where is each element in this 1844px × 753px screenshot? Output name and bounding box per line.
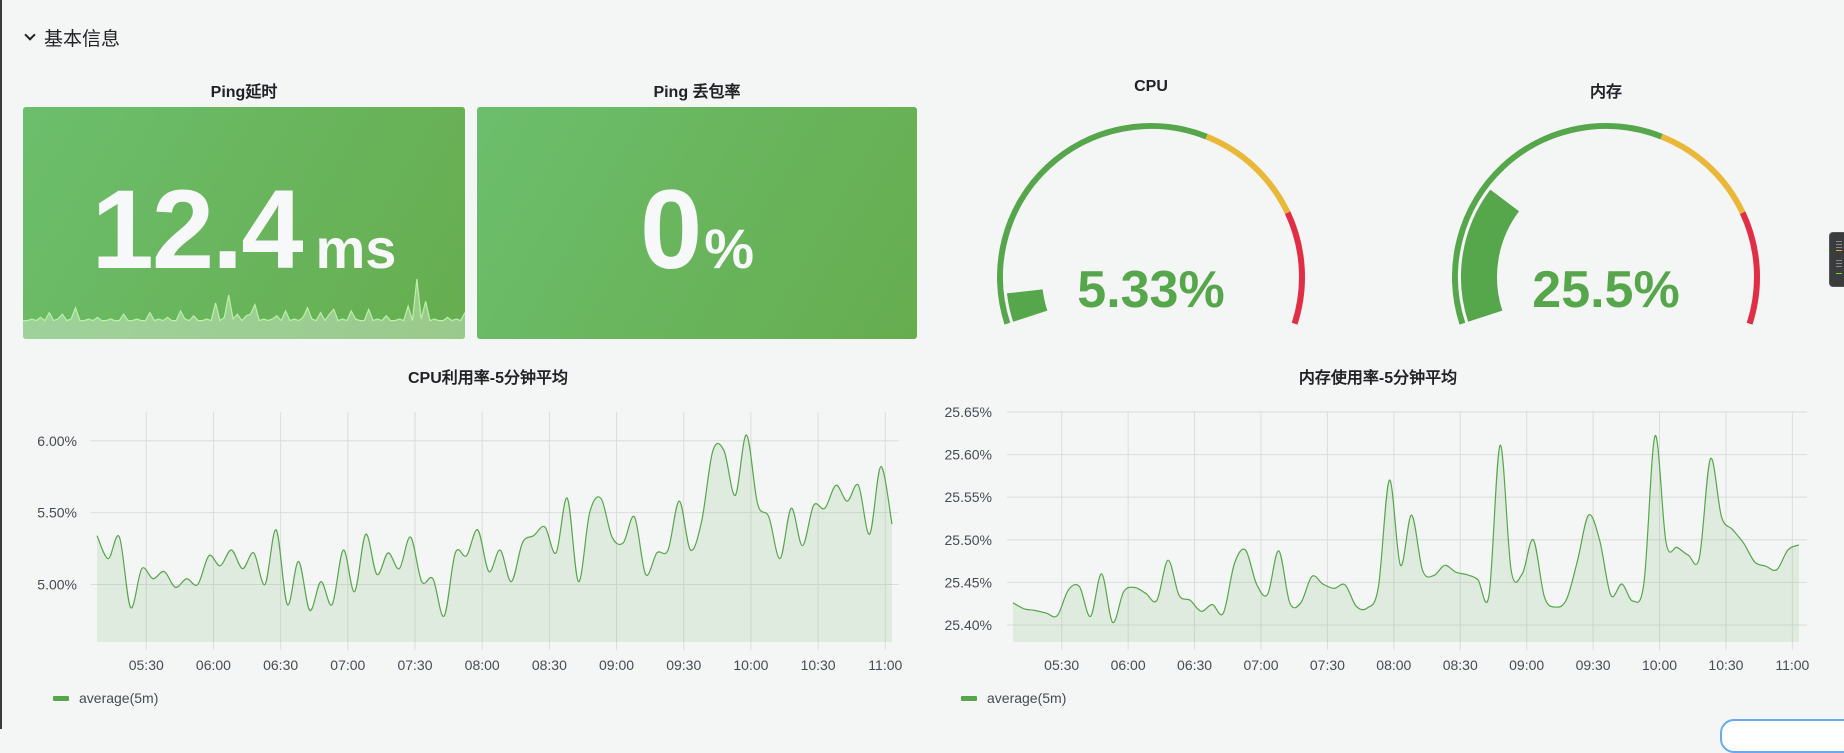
series-area — [97, 434, 892, 642]
x-tick-label: 07:30 — [397, 657, 432, 673]
gauge-threshold-band — [1284, 211, 1305, 325]
legend-item-cpu-average[interactable]: average(5m) — [53, 690, 158, 706]
value-number: 0 — [639, 167, 702, 292]
gauge-threshold-band — [1205, 133, 1291, 214]
timeseries-layer: 5.00% 5.50% 6.00% 05:30 06:00 06:30 07:00 07:30… — [37, 404, 1809, 673]
gauge-value-bar — [1461, 189, 1520, 322]
x-tick-label: 10:00 — [733, 657, 768, 673]
gauge-threshold-band — [997, 123, 1208, 325]
x-tick-label: 08:00 — [465, 657, 500, 673]
gauge-threshold-band — [1660, 133, 1746, 214]
memory-gauge-value: 25.5% — [1532, 261, 1680, 319]
row-toggle-basic-info[interactable]: 基本信息 — [24, 24, 121, 51]
stat-panel-ping-latency[interactable]: 12.4 ms — [23, 107, 465, 339]
y-tick-label: 6.00% — [37, 433, 77, 449]
x-tick-label: 10:00 — [1642, 657, 1677, 673]
value-unit: ms — [315, 217, 397, 280]
series-area — [1013, 435, 1799, 642]
ping-latency-value: 12.4 ms — [23, 165, 465, 294]
x-tick-label: 06:30 — [263, 657, 298, 673]
panel-title-memory: 内存 — [1589, 84, 1623, 101]
floating-button[interactable] — [1720, 719, 1844, 753]
legend-item-memory-average[interactable]: average(5m) — [961, 690, 1066, 706]
x-tick-label: 09:00 — [1509, 657, 1544, 673]
panel-title-memory-usage: 内存使用率-5分钟平均 — [1298, 370, 1458, 387]
x-tick-label: 08:30 — [532, 657, 567, 673]
panel-title-ping-latency: Ping延时 — [210, 84, 278, 101]
ping-latency-sparkline — [23, 279, 465, 339]
row-title: 基本信息 — [44, 29, 121, 50]
x-tick-label: 06:00 — [196, 657, 231, 673]
panel-title-cpu: CPU — [1134, 78, 1168, 95]
x-tick-label: 08:00 — [1376, 657, 1411, 673]
x-tick-label: 09:30 — [666, 657, 701, 673]
series-line — [96, 434, 893, 617]
ping-loss-value: 0% — [477, 165, 917, 294]
x-tick-label: 10:30 — [801, 657, 836, 673]
legend-swatch — [961, 695, 977, 701]
legend-label: average(5m) — [79, 690, 159, 706]
x-tick-label: 07:00 — [330, 657, 365, 673]
y-tick-label: 25.40% — [945, 617, 992, 633]
x-tick-label: 05:30 — [129, 657, 164, 673]
window-edge — [0, 0, 2, 729]
gauge-threshold-band — [1739, 211, 1760, 325]
y-tick-label: 5.00% — [37, 577, 77, 593]
gauge-threshold-band — [1452, 123, 1663, 325]
scroll-minimap-widget[interactable] — [1829, 232, 1844, 287]
x-tick-label: 08:30 — [1443, 657, 1478, 673]
gauge-value-bar — [1006, 288, 1048, 322]
panel-title-cpu-usage: CPU利用率-5分钟平均 — [407, 370, 569, 387]
x-tick-label: 06:30 — [1177, 657, 1212, 673]
legend-swatch — [53, 695, 69, 701]
x-tick-label: 06:00 — [1111, 657, 1146, 673]
x-tick-label: 07:00 — [1243, 657, 1278, 673]
x-tick-label: 09:30 — [1576, 657, 1611, 673]
y-tick-label: 25.45% — [945, 574, 992, 590]
x-tick-label: 11:00 — [868, 657, 902, 673]
sparkline-line — [23, 279, 465, 322]
x-tick-label: 05:30 — [1044, 657, 1079, 673]
x-tick-label: 09:00 — [599, 657, 634, 673]
x-tick-label: 11:00 — [1775, 657, 1809, 673]
sparkline-fill — [23, 279, 465, 339]
y-tick-label: 25.55% — [945, 489, 992, 505]
y-tick-label: 5.50% — [37, 505, 77, 521]
value-unit: % — [704, 217, 755, 280]
cpu-gauge-value: 5.33% — [1077, 261, 1225, 319]
y-tick-label: 25.65% — [945, 404, 992, 420]
value-number: 12.4 — [91, 167, 304, 292]
stat-panel-ping-loss[interactable]: 0% — [477, 107, 917, 339]
legend-label: average(5m) — [987, 690, 1067, 706]
gauge-layer — [997, 123, 1760, 325]
x-tick-label: 10:30 — [1708, 657, 1743, 673]
panel-title-ping-loss: Ping 丢包率 — [653, 84, 741, 101]
series-line — [1012, 435, 1800, 624]
y-tick-label: 25.50% — [945, 532, 992, 548]
y-tick-label: 25.60% — [945, 447, 992, 463]
x-tick-label: 07:30 — [1310, 657, 1345, 673]
